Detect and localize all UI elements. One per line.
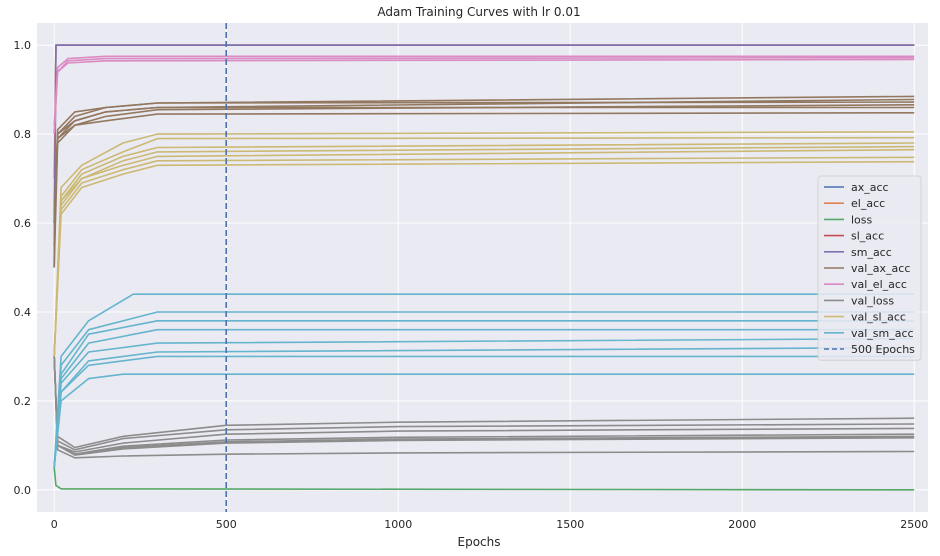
series-lines xyxy=(53,44,915,491)
legend-label: 500 Epochs xyxy=(851,343,915,356)
legend-label: sm_acc xyxy=(851,246,892,259)
series-line xyxy=(53,58,915,135)
series-line xyxy=(53,160,915,357)
series-loss xyxy=(53,467,915,491)
y-tick-label: 0.2 xyxy=(14,395,32,408)
series-line xyxy=(53,373,915,468)
legend-label: el_acc xyxy=(851,197,885,210)
y-tick-label: 0.8 xyxy=(14,128,32,141)
series-val-el-acc xyxy=(53,55,915,135)
legend-label: sl_acc xyxy=(851,230,884,243)
y-tick-label: 0.0 xyxy=(14,484,32,497)
x-tick-label: 2000 xyxy=(728,518,756,531)
y-tick-label: 0.4 xyxy=(14,306,32,319)
chart-title: Adam Training Curves with lr 0.01 xyxy=(377,5,580,19)
x-tick-label: 1000 xyxy=(384,518,412,531)
x-tick-label: 1500 xyxy=(556,518,584,531)
legend-label: val_el_acc xyxy=(851,278,907,291)
legend-frame xyxy=(817,175,922,361)
legend-label: val_ax_acc xyxy=(851,262,910,275)
y-tick-label: 1.0 xyxy=(14,39,32,52)
axis-ticks: 0 500 1000 1500 2000 2500 0.0 0.2 0.4 0.6 0.8 1.0 xyxy=(14,39,929,531)
x-tick-label: 0 xyxy=(51,518,58,531)
x-tick-label: 500 xyxy=(216,518,237,531)
series-line xyxy=(53,467,915,491)
series-line xyxy=(53,356,915,459)
legend-label: val_sl_acc xyxy=(851,311,906,324)
y-tick-label: 0.6 xyxy=(14,217,32,230)
x-axis-label: Epochs xyxy=(458,535,501,549)
series-val-sl-acc xyxy=(53,131,915,357)
x-tick-label: 2500 xyxy=(900,518,928,531)
legend-label: ax_acc xyxy=(851,181,889,194)
legend-label: loss xyxy=(851,213,873,226)
series-val-sm-acc xyxy=(53,293,915,468)
legend-label: val_loss xyxy=(851,294,894,307)
series-line xyxy=(53,112,915,246)
series-val-ax-acc xyxy=(53,95,915,268)
legend-label: val_sm_acc xyxy=(851,327,914,340)
